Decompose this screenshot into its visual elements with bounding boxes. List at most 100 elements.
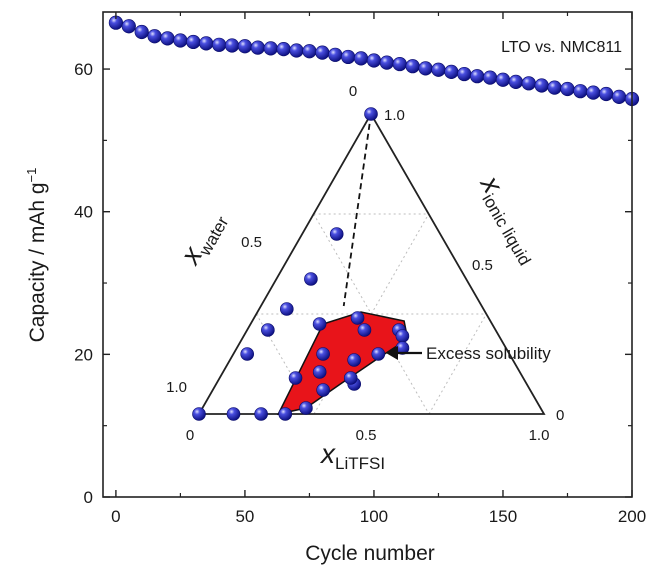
ternary-tick-right-05: 0.5: [472, 257, 493, 274]
y-axis-title-main: Capacity / mAh g: [26, 182, 49, 342]
capacity-point: [379, 55, 394, 70]
plot-frame: [102, 11, 633, 498]
capacity-point: [521, 76, 536, 91]
x-tick-label: 200: [618, 507, 646, 526]
ternary-point: [299, 401, 313, 415]
ternary-axis-title-litfsi: xLiTFSI: [319, 438, 385, 473]
ternary-point: [312, 317, 327, 331]
x-tick-label: 50: [235, 507, 254, 526]
ternary-point: [278, 407, 293, 421]
ternary-point: [329, 227, 344, 241]
ternary-point: [279, 302, 294, 316]
capacity-point: [276, 41, 291, 57]
legend-label: LTO vs. NMC811: [501, 39, 622, 56]
x-tick-label: 0: [111, 507, 120, 526]
capacity-point: [147, 29, 162, 44]
ternary-point: [304, 272, 318, 286]
capacity-point: [224, 38, 240, 53]
capacity-point: [121, 19, 136, 34]
capacity-point: [328, 47, 343, 62]
capacity-point: [199, 36, 214, 51]
y-axis-title-group: Capacity / mAh g−1: [24, 168, 49, 343]
ternary-inset: 0 0.5 1.0 1.0 0.5 0 0 0.5 1.0 xwater xionic liquid…: [166, 83, 564, 473]
ternary-grid-line-a: [428, 313, 487, 415]
y-axis-title-sup: −1: [24, 168, 39, 183]
capacity-point: [495, 72, 511, 87]
capacity-series: [108, 15, 640, 107]
capacity-point: [405, 59, 420, 74]
ternary-point: [261, 323, 275, 337]
capacity-point: [186, 34, 201, 50]
ternary-triangle: [197, 112, 546, 415]
ternary-tick-left-0: 0: [349, 83, 357, 100]
capacity-point: [431, 62, 446, 77]
capacity-point: [482, 70, 498, 85]
capacity-point: [560, 81, 575, 97]
axes: 0 50 100 150 200 0 20 40 60: [74, 11, 646, 526]
x-tick-label: 100: [360, 507, 388, 526]
x-axis-title: Cycle number: [305, 542, 435, 565]
capacity-point: [508, 74, 523, 89]
ternary-tick-left-05: 0.5: [241, 234, 262, 251]
ternary-point: [350, 311, 365, 325]
ternary-tick-left-10: 1.0: [166, 379, 187, 396]
y-axis-title: Capacity / mAh g−1: [24, 168, 49, 343]
capacity-point: [341, 49, 356, 65]
svg-text:xLiTFSI: xLiTFSI: [319, 438, 385, 473]
capacity-point: [392, 56, 407, 72]
capacity-point: [289, 43, 304, 58]
ternary-tick-right-0: 0: [556, 407, 564, 424]
y-tick-label: 0: [84, 488, 93, 507]
capacity-point: [547, 80, 562, 95]
capacity-point: [534, 78, 549, 93]
capacity-point: [250, 40, 265, 55]
y-tick-label: 40: [74, 203, 93, 222]
capacity-point: [418, 61, 433, 76]
capacity-point: [237, 39, 253, 54]
ternary-tick-apex: 1.0: [384, 107, 405, 124]
ternary-point: [226, 407, 241, 421]
capacity-point: [353, 51, 369, 66]
capacity-point: [173, 33, 188, 48]
ternary-point: [316, 347, 330, 361]
ternary-point: [316, 383, 330, 397]
excess-solubility-region: [276, 311, 409, 416]
capacity-point: [586, 85, 601, 100]
ternary-axis-title-water: xwater: [173, 213, 232, 271]
ternary-tick-bottom-05: 0.5: [356, 427, 377, 444]
capacity-point: [457, 66, 472, 82]
annotation-arrow-head: [386, 346, 398, 360]
ternary-point: [288, 371, 303, 385]
ternary-tick-bottom-10: 1.0: [529, 427, 550, 444]
ternary-point: [343, 371, 358, 385]
capacity-point: [315, 45, 330, 60]
capacity-point: [302, 44, 317, 59]
ternary-point: [347, 353, 361, 367]
ternary-point: [254, 407, 268, 421]
ternary-annotation: Excess solubility: [426, 344, 551, 363]
y-tick-label: 60: [74, 60, 93, 79]
svg-text:xionic liquid: xionic liquid: [470, 169, 548, 269]
ternary-dashed-guide: [342, 113, 372, 307]
capacity-point: [134, 24, 149, 40]
ternary-tick-bottom-0: 0: [186, 427, 194, 444]
capacity-point: [263, 41, 278, 56]
capacity-point: [573, 84, 588, 99]
capacity-point: [366, 53, 382, 68]
ternary-point: [192, 407, 206, 421]
capacity-point: [444, 64, 459, 80]
ternary-point: [357, 323, 372, 337]
ternary-point: [371, 347, 386, 361]
ternary-point: [364, 107, 378, 121]
ternary-point: [395, 329, 410, 343]
ternary-point: [240, 347, 254, 361]
x-tick-label: 150: [489, 507, 517, 526]
capacity-point: [470, 69, 485, 84]
ternary-axis-title-ionic-liquid: xionic liquid: [470, 169, 548, 269]
capacity-point: [599, 86, 614, 102]
capacity-point: [212, 37, 227, 52]
y-tick-label: 20: [74, 345, 93, 364]
capacity-point: [160, 31, 175, 46]
ternary-point: [312, 365, 327, 379]
